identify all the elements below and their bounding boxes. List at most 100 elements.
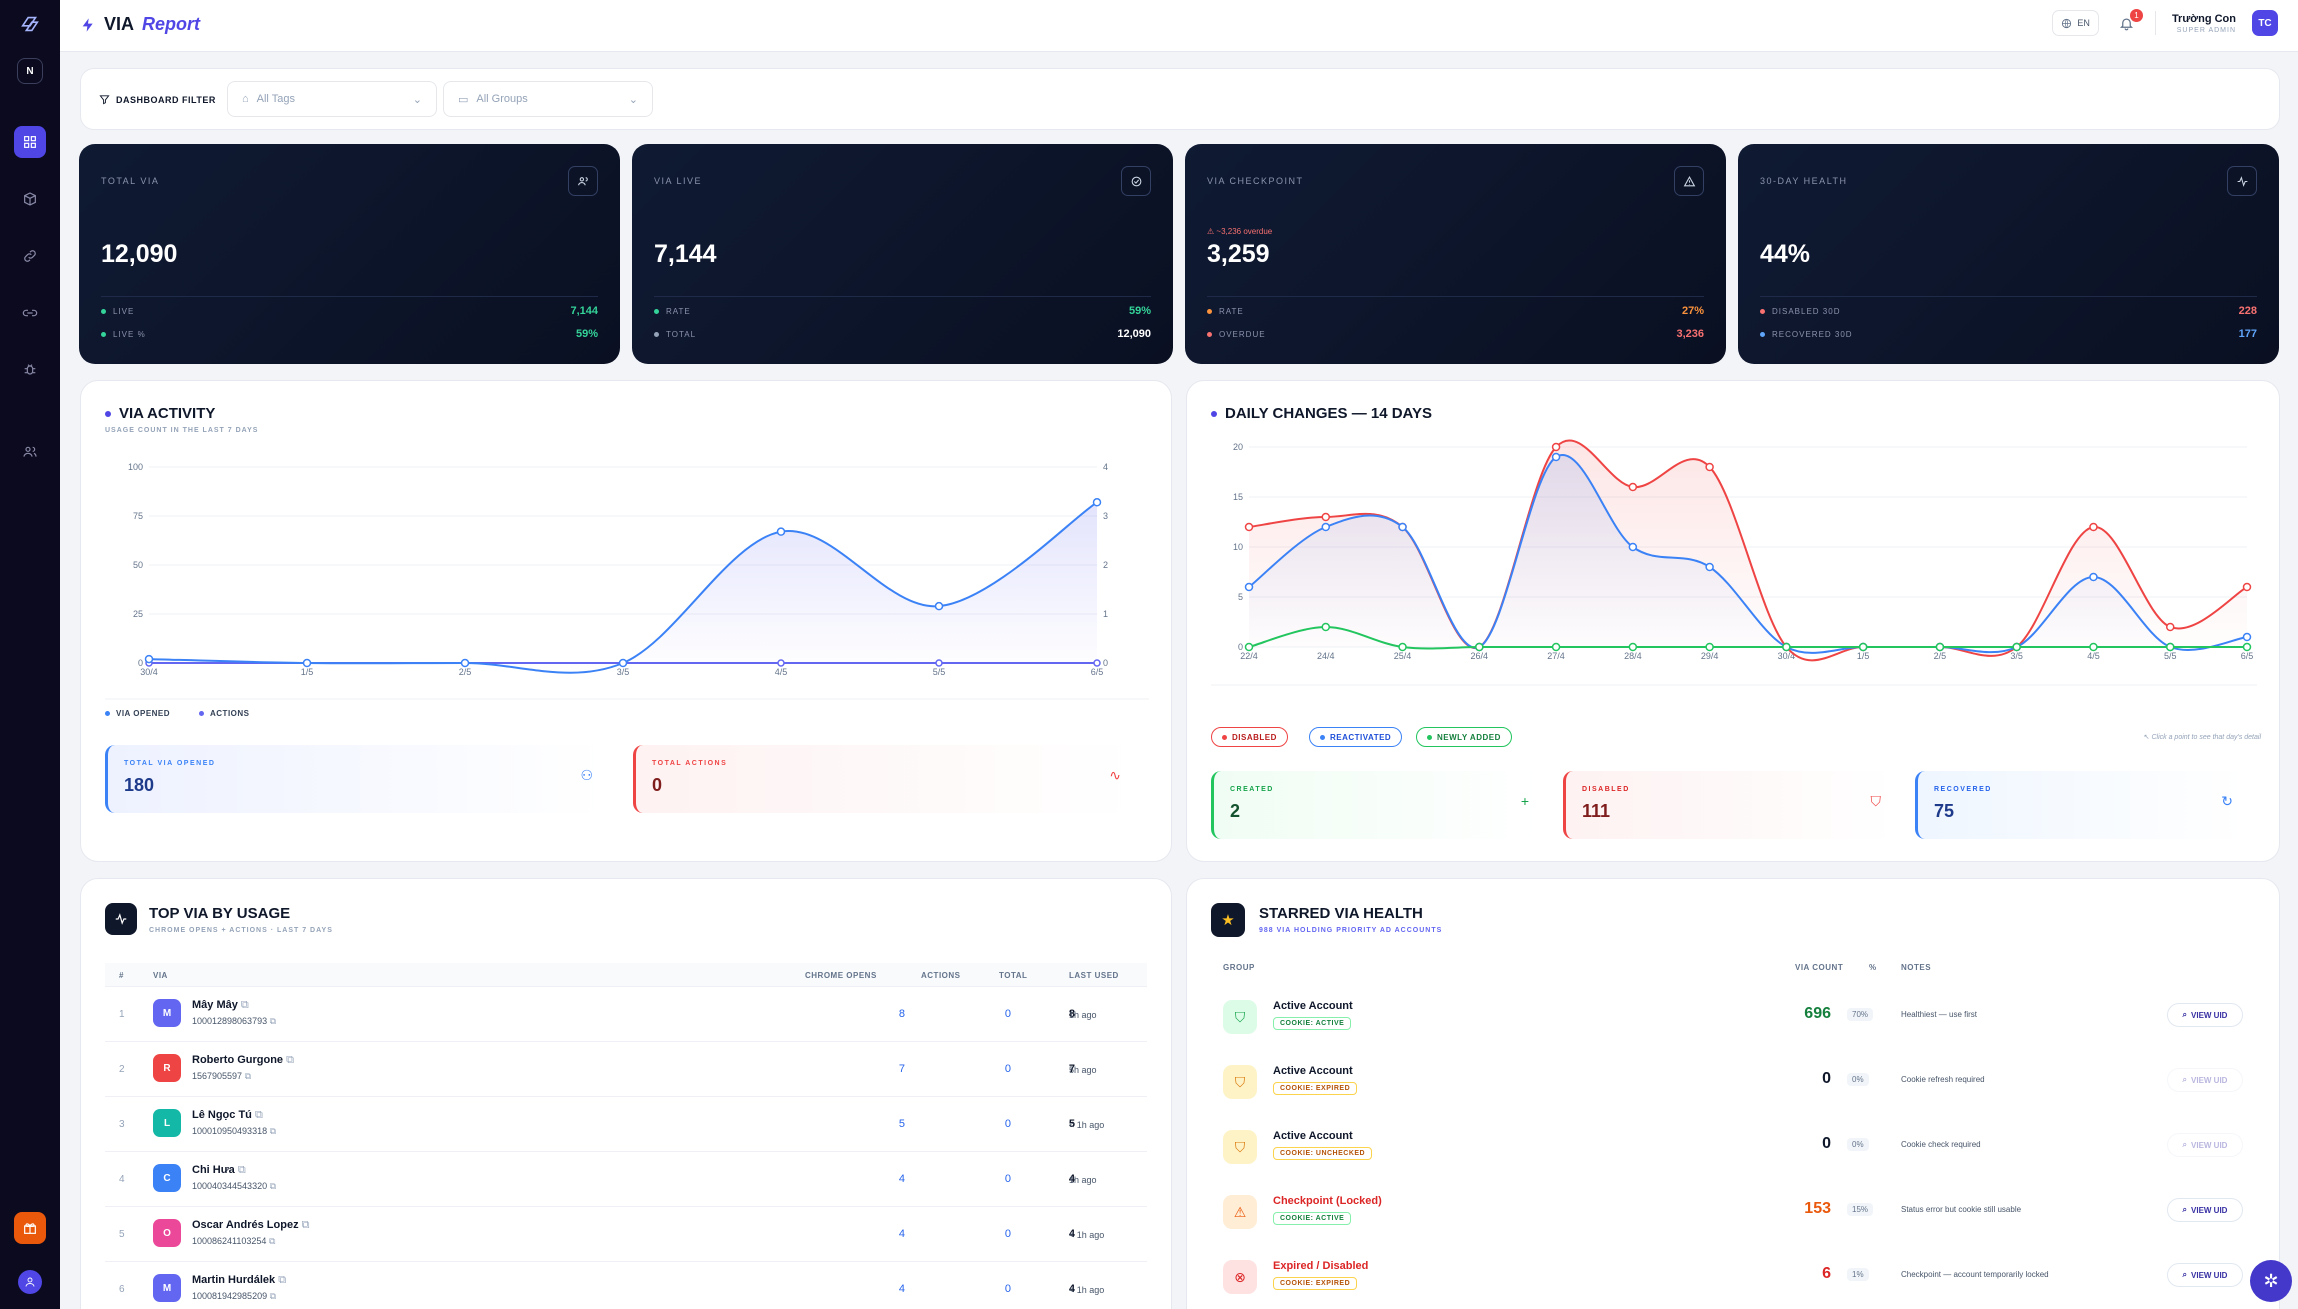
view-uid-button[interactable]: ⌕ VIEW UID [2167,1003,2243,1027]
shield-icon: ⛉ [1870,793,1882,809]
group-name: Expired / Disabled [1273,1260,1369,1272]
folder-icon: ▭ [458,93,469,106]
search-icon: ⌕ [2182,1205,2188,1214]
view-uid-button[interactable]: ⌕ VIEW UID [2167,1068,2243,1092]
language-button[interactable]: EN [2052,10,2099,36]
kpi-value: 3,259 [1207,240,1270,268]
pulse-icon [105,903,137,935]
table-row[interactable]: 4 C Chi Hưa ⧉ 100040344543320 ⧉ 4 0 4 1h ago [105,1152,1147,1207]
pill-new[interactable]: NEWLY ADDED [1416,727,1512,747]
last-used: 1h ago [1069,1175,1097,1185]
kpi-row: LIVE 7,144 [101,296,598,317]
view-uid-button[interactable]: ⌕ VIEW UID [2167,1198,2243,1222]
point-reactivated [1244,582,1254,592]
brand[interactable]: VIA Report [80,14,200,35]
legend-opened[interactable]: VIA OPENED [105,709,170,718]
via-name: Oscar Andrés Lopez ⧉ [192,1219,310,1231]
daily-chart[interactable]: 0 5 10 15 20 22/4 24/4 25/4 26/4 27/4 28/4 29/4 30/4… [1187,433,2281,713]
users-icon [568,166,598,196]
filter-label-text: DASHBOARD FILTER [116,94,216,105]
tags-select[interactable]: ⌂ All Tags ⌄ [227,81,437,117]
workspace-switcher[interactable]: N [17,58,43,84]
health-row: ⛉ Active Account COOKIE: UNCHECKED 0 0% Cooki… [1211,1113,2255,1178]
x-tick-label: 26/4 [1471,651,1489,661]
pulse-icon [2227,166,2257,196]
daily-changes-card: DAILY CHANGES — 14 DAYS 0 5 10 15 20 22/4 24/4… [1186,380,2280,862]
pill-reactivated[interactable]: REACTIVATED [1309,727,1403,747]
side-rail: N [0,0,60,1309]
brand-via: VIA [104,14,135,34]
copy-icon: ⧉ [269,1291,277,1301]
via-name: Mây Mây ⧉ [192,999,249,1011]
cookie-status: COOKIE: UNCHECKED [1273,1147,1373,1160]
profile-icon[interactable] [18,1270,42,1294]
point-reactivated [1551,452,1561,462]
chevron-down-icon: ⌄ [628,93,638,106]
y-tick-label: 15 [1233,492,1243,502]
nav-gift-icon[interactable] [14,1212,46,1244]
user-info[interactable]: Trường Con SUPER ADMIN [2172,13,2236,34]
kpi-via-checkpoint[interactable]: VIA CHECKPOINT ⚠ ~3,236 overdue 3,259 RA… [1185,144,1726,364]
via-name: Chi Hưa ⧉ [192,1164,246,1176]
plus-icon: + [1520,793,1529,809]
user-avatar[interactable]: TC [2252,10,2278,36]
health-row: ⚠ Checkpoint (Locked) COOKIE: ACTIVE 153 15%… [1211,1178,2255,1243]
table-row[interactable]: 2 R Roberto Gurgone ⧉ 1567905597 ⧉ 7 0 7 5h ago [105,1042,1147,1097]
via-name: Lê Ngọc Tú ⧉ [192,1109,263,1121]
notification-button[interactable]: 1 [2115,9,2143,35]
last-used: < 1h ago [1069,1230,1105,1240]
area-reactivated [1249,454,2247,653]
check-circle-icon [1121,166,1151,196]
last-used: 5h ago [1069,1065,1097,1075]
bell-icon [2120,18,2134,30]
view-uid-button[interactable]: ⌕ VIEW UID [2167,1133,2243,1157]
actions-count: 0 [1004,1063,1011,1075]
app-logo-icon[interactable] [14,8,46,40]
help-bot-icon[interactable]: ✲ [2250,1260,2292,1302]
copy-icon: ⧉ [269,1126,277,1136]
x-tick-label: 24/4 [1317,651,1335,661]
activity-chart[interactable]: 0 25 50 75 100 0 1 2 3 4 30/4 1/5 2/5 3/5 4/5 5/5 6/5 [81,453,1173,753]
nav-bug-icon[interactable] [14,354,46,386]
nav-box-icon[interactable] [14,183,46,215]
y-tick-label: 25 [133,609,143,619]
kpi-via-live[interactable]: VIA LIVE 7,144 RATE 59% TOTAL 12,090 [632,144,1173,364]
last-used: < 1h ago [1069,1285,1105,1295]
nav-dashboard-icon[interactable] [14,126,46,158]
pulse-icon: ∿ [1109,767,1121,783]
top-bar: VIA Report EN 1 Trường Con SUPER ADMIN T… [60,0,2298,52]
y-tick-label: 5 [1238,592,1243,602]
notification-badge: 1 [2129,9,2143,22]
groups-select[interactable]: ▭ All Groups ⌄ [443,81,653,117]
via-uid: 100081942985209 ⧉ [192,1291,277,1301]
x-tick-label: 1/5 [1857,651,1870,661]
table-row[interactable]: 6 M Martin Hurdálek ⧉ 100081942985209 ⧉ 4 0 4 <… [105,1262,1147,1309]
table-row[interactable]: 5 O Oscar Andrés Lopez ⧉ 100086241103254 ⧉ 4… [105,1207,1147,1262]
view-uid-button[interactable]: ⌕ VIEW UID [2167,1263,2243,1287]
x-tick-label: 1/5 [301,667,314,677]
percent-badge: 0% [1847,1073,1869,1086]
point-actions [935,659,943,667]
legend-actions[interactable]: ACTIONS [199,709,250,718]
group-name: Active Account [1273,1000,1353,1012]
pill-disabled[interactable]: DISABLED [1211,727,1288,747]
table-row[interactable]: 3 L Lê Ngọc Tú ⧉ 100010950493318 ⧉ 5 0 5 < 1h a… [105,1097,1147,1152]
shield-icon: ⛉ [1223,1130,1257,1164]
tags-select-value: All Tags [256,93,295,105]
table-row[interactable]: 1 M Mây Mây ⧉ 100012898063793 ⧉ 8 0 8 1h ago [105,987,1147,1042]
nav-users-icon[interactable] [14,436,46,468]
health-row: ⛉ Active Account COOKIE: ACTIVE 696 70% Healt… [1211,983,2255,1048]
y-tick-label: 100 [128,462,143,472]
disabled-stat: DISABLED 111 ⛉ [1563,771,1893,839]
nav-chain-icon[interactable] [14,297,46,329]
nav-link-icon[interactable] [14,240,46,272]
kpi-health[interactable]: 30-DAY HEALTH 44% DISABLED 30D 228 RECOVE… [1738,144,2279,364]
point-reactivated [1705,562,1714,572]
daily-title: DAILY CHANGES — 14 DAYS [1211,405,1432,422]
filter-label: DASHBOARD FILTER [99,94,216,105]
kpi-total-via[interactable]: TOTAL VIA 12,090 LIVE 7,144 LIVE % 59% [79,144,620,364]
y-tick-label: 50 [133,560,143,570]
avatar: C [153,1164,181,1192]
actions-count: 0 [1004,1173,1011,1185]
copy-icon: ⧉ [237,1164,246,1176]
